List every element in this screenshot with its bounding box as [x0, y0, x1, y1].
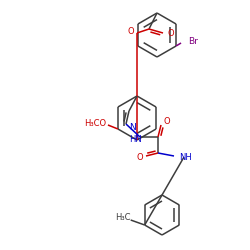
Text: N: N — [128, 122, 136, 132]
Text: HN: HN — [130, 134, 142, 143]
Text: O: O — [167, 30, 173, 38]
Text: H₃CO: H₃CO — [84, 118, 106, 128]
Text: O: O — [136, 154, 143, 162]
Text: H₃C: H₃C — [115, 212, 130, 222]
Text: NH: NH — [179, 152, 192, 162]
Text: Br: Br — [188, 36, 198, 46]
Text: O: O — [128, 28, 134, 36]
Text: O: O — [164, 118, 170, 126]
